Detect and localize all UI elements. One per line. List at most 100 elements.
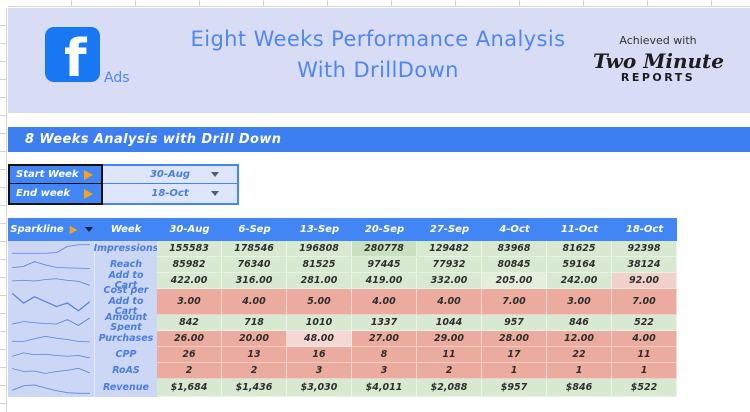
date-header: 20-Sep — [364, 224, 405, 235]
metric-value-cell: $2,088 — [417, 379, 482, 397]
chevron-down-icon[interactable] — [211, 172, 219, 177]
metric-value-cell: 1 — [482, 363, 547, 379]
start-week-dropdown[interactable]: 30-Aug — [103, 164, 239, 185]
metric-value-cell: $1,436 — [222, 379, 287, 397]
date-header: 4-Oct — [499, 224, 530, 235]
sparkline-chart — [8, 347, 95, 363]
table-row: Reach 85982 76340 81525 97445 77932 80845 59164… — [8, 257, 677, 273]
metric-value-cell: 4.00 — [222, 289, 287, 315]
metric-value-cell: 59164 — [547, 257, 612, 273]
metric-value-cell: 332.00 — [417, 273, 482, 289]
metric-value-cell: 178546 — [222, 241, 287, 257]
metric-value-cell: 17 — [482, 347, 547, 363]
sheet-column-gridlines — [8, 0, 750, 7]
metric-value-cell: 1 — [612, 363, 677, 379]
sparkline-svg — [11, 352, 91, 359]
metric-value-cell: 29.00 — [417, 331, 482, 347]
metric-value-cell: 316.00 — [222, 273, 287, 289]
metric-label: Purchases — [95, 331, 157, 347]
start-week-label-text: Start Week — [16, 169, 79, 180]
metric-value-cell: 26 — [157, 347, 222, 363]
facebook-f-glyph: f — [63, 28, 87, 82]
table-row: Cost per Add to Cart 3.00 4.00 5.00 4.00 4.00… — [8, 286, 677, 317]
metric-value-cell: 76340 — [222, 257, 287, 273]
date-header: 13-Sep — [299, 224, 340, 235]
sparkline-chart — [8, 331, 95, 347]
metric-value-cell: 77932 — [417, 257, 482, 273]
metric-value-cell: 522 — [612, 315, 677, 331]
date-header: 6-Sep — [238, 224, 271, 235]
facebook-logo-icon: f — [45, 27, 100, 82]
chevron-down-icon[interactable] — [211, 191, 219, 196]
sheet-row-gridlines — [0, 8, 7, 412]
metric-value-cell: 92.00 — [612, 273, 677, 289]
metric-value-cell: 7.00 — [482, 289, 547, 315]
metric-value-cell: 81525 — [287, 257, 352, 273]
week-header: Week — [110, 224, 142, 235]
end-week-dropdown[interactable]: 18-Oct — [103, 184, 239, 205]
metric-value-cell: 3.00 — [157, 289, 222, 315]
table-row: Purchases 26.00 20.00 48.00 27.00 29.00 28.00 1… — [8, 331, 677, 347]
metric-value-cell: 419.00 — [352, 273, 417, 289]
sparkline-chart — [8, 273, 95, 289]
metric-label: CPP — [95, 347, 157, 363]
metric-value-cell: 7.00 — [612, 289, 677, 315]
sparkline-svg — [11, 278, 91, 286]
metric-value-cell: 422.00 — [157, 273, 222, 289]
metric-value-cell: 28.00 — [482, 331, 547, 347]
table-row: RoAS 2 2 3 3 2 1 1 1 — [8, 363, 677, 379]
table-row: Impressions 155583 178546 196808 280778 12948… — [8, 241, 677, 257]
start-week-value: 30-Aug — [149, 169, 191, 180]
sparkline-svg — [11, 244, 91, 254]
metric-value-cell: 2 — [417, 363, 482, 379]
metric-label: RoAS — [95, 363, 157, 379]
end-week-filter: End week 18-Oct — [8, 184, 239, 205]
sparkline-chart — [8, 363, 95, 379]
sparkline-chart — [8, 315, 95, 331]
start-week-label: Start Week — [8, 164, 103, 185]
section-title-bar: 8 Weeks Analysis with Drill Down — [8, 127, 750, 152]
metric-value-cell: 1337 — [352, 315, 417, 331]
sparkline-svg — [11, 261, 91, 270]
table-header-row: Sparkline Week 30-Aug 6-Sep 13-Sep 20-Se… — [8, 218, 677, 241]
metric-value-cell: $957 — [482, 379, 547, 397]
metric-value-cell: 718 — [222, 315, 287, 331]
sparkline-header[interactable]: Sparkline — [8, 218, 95, 241]
page-title-line1: Eight Weeks Performance Analysis — [190, 27, 566, 51]
orange-arrow-icon — [84, 188, 93, 199]
chevron-down-icon[interactable] — [84, 227, 93, 232]
metric-label: Add to Cart — [95, 270, 157, 291]
date-header: 27-Sep — [429, 224, 470, 235]
table-body: Impressions 155583 178546 196808 280778 12948… — [8, 241, 677, 397]
sparkline-header-label: Sparkline — [10, 224, 64, 235]
header-banner: f Ads Eight Weeks Performance Analysis W… — [8, 8, 750, 113]
brand-badge: Achieved with Two Minute REPORTS — [593, 34, 724, 84]
performance-table: Sparkline Week 30-Aug 6-Sep 13-Sep 20-Se… — [8, 218, 677, 397]
metric-value-cell: 155583 — [157, 241, 222, 257]
table-row: Amount Spent 842 718 1010 1337 1044 957 846 522 — [8, 312, 677, 333]
metric-value-cell: 3 — [352, 363, 417, 379]
metric-value-cell: 846 — [547, 315, 612, 331]
sparkline-chart — [8, 289, 95, 315]
metric-value-cell: 5.00 — [287, 289, 352, 315]
metric-value-cell: 1 — [547, 363, 612, 379]
metric-label: Reach — [95, 257, 157, 273]
metric-value-cell: 4.00 — [352, 289, 417, 315]
sparkline-svg — [11, 384, 91, 394]
end-week-value: 18-Oct — [151, 188, 189, 199]
badge-reports-label: REPORTS — [620, 71, 696, 84]
metric-value-cell: 8 — [352, 347, 417, 363]
metric-value-cell: 83968 — [482, 241, 547, 257]
date-header: 18-Oct — [625, 224, 664, 235]
metric-value-cell: 129482 — [417, 241, 482, 257]
metric-value-cell: 196808 — [287, 241, 352, 257]
metric-label: Revenue — [95, 379, 157, 397]
metric-value-cell: $846 — [547, 379, 612, 397]
metric-value-cell: 38124 — [612, 257, 677, 273]
metric-value-cell: 1010 — [287, 315, 352, 331]
sparkline-svg — [11, 335, 91, 343]
metric-value-cell: 11 — [612, 347, 677, 363]
sparkline-chart — [8, 241, 95, 257]
sparkline-svg — [11, 317, 91, 326]
